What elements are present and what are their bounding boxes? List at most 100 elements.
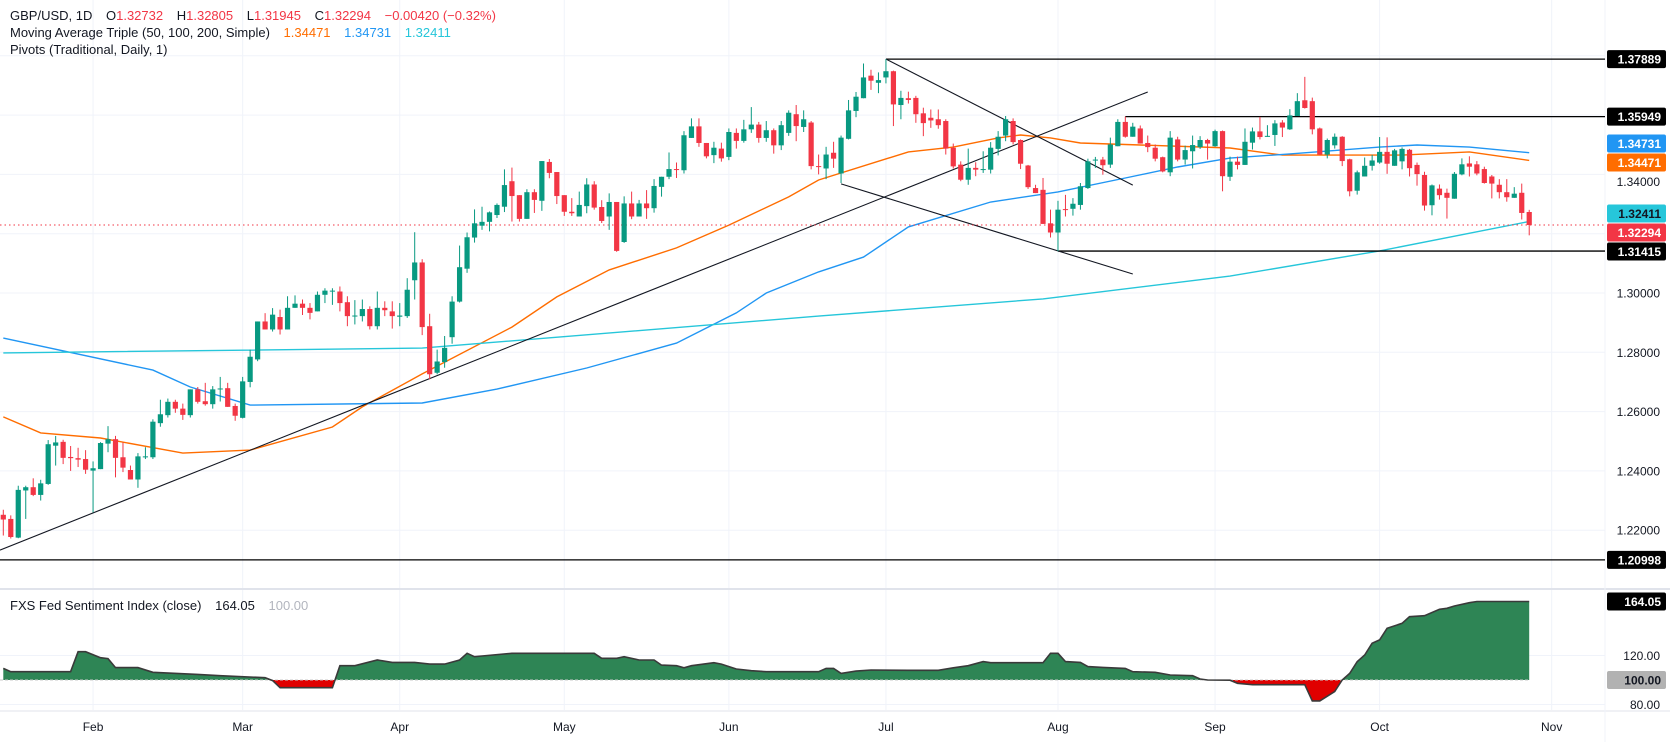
candle[interactable] bbox=[1436, 184, 1443, 200]
candle[interactable] bbox=[703, 142, 710, 159]
candle[interactable] bbox=[501, 169, 508, 213]
candle[interactable] bbox=[1354, 170, 1360, 195]
candle[interactable] bbox=[816, 154, 822, 175]
candle[interactable] bbox=[673, 162, 680, 178]
candle[interactable] bbox=[157, 399, 163, 427]
candle[interactable] bbox=[786, 110, 792, 136]
candle[interactable] bbox=[741, 119, 747, 143]
candle[interactable] bbox=[1257, 116, 1263, 140]
candle[interactable] bbox=[397, 303, 403, 327]
candle[interactable] bbox=[1204, 138, 1211, 160]
candle[interactable] bbox=[516, 195, 523, 222]
candle[interactable] bbox=[172, 399, 178, 413]
candle[interactable] bbox=[965, 148, 971, 185]
candle[interactable] bbox=[658, 176, 665, 197]
candle[interactable] bbox=[1481, 166, 1487, 184]
candle[interactable] bbox=[135, 453, 141, 488]
candle[interactable] bbox=[1190, 135, 1196, 169]
candle[interactable] bbox=[307, 303, 313, 320]
candle[interactable] bbox=[382, 301, 388, 317]
candle[interactable] bbox=[240, 376, 246, 419]
candle[interactable] bbox=[643, 190, 650, 219]
candle[interactable] bbox=[127, 465, 134, 480]
candle[interactable] bbox=[337, 286, 343, 312]
candle[interactable] bbox=[1466, 156, 1472, 177]
candle[interactable] bbox=[973, 162, 979, 177]
candle[interactable] bbox=[763, 121, 769, 142]
candle[interactable] bbox=[255, 321, 261, 362]
candle[interactable] bbox=[82, 450, 89, 474]
candle[interactable] bbox=[1025, 164, 1031, 189]
candle[interactable] bbox=[90, 461, 96, 513]
candle[interactable] bbox=[60, 439, 66, 465]
candle[interactable] bbox=[569, 198, 575, 216]
candle[interactable] bbox=[1347, 158, 1353, 197]
candle[interactable] bbox=[292, 295, 298, 308]
sentiment-line[interactable] bbox=[2, 600, 1530, 702]
candle[interactable] bbox=[1077, 182, 1084, 210]
candle[interactable] bbox=[389, 301, 395, 329]
candle[interactable] bbox=[823, 146, 829, 180]
candle[interactable] bbox=[591, 181, 597, 210]
candle[interactable] bbox=[1414, 162, 1420, 186]
candle[interactable] bbox=[920, 107, 926, 137]
candle[interactable] bbox=[1339, 136, 1345, 167]
candle[interactable] bbox=[1249, 127, 1256, 150]
candle[interactable] bbox=[801, 110, 807, 133]
candle[interactable] bbox=[913, 95, 919, 123]
candle[interactable] bbox=[561, 195, 567, 216]
candle[interactable] bbox=[1137, 125, 1143, 144]
candle[interactable] bbox=[1302, 76, 1308, 109]
candle[interactable] bbox=[845, 99, 852, 140]
candle[interactable] bbox=[1092, 156, 1098, 168]
candle[interactable] bbox=[456, 245, 463, 303]
candle[interactable] bbox=[494, 203, 500, 218]
candle[interactable] bbox=[599, 200, 605, 224]
trend-line[interactable] bbox=[885, 58, 1134, 186]
candle[interactable] bbox=[8, 515, 14, 539]
candle[interactable] bbox=[1294, 93, 1300, 116]
candle[interactable] bbox=[853, 91, 859, 118]
candle[interactable] bbox=[1504, 179, 1510, 202]
candle[interactable] bbox=[0, 509, 6, 536]
candle[interactable] bbox=[733, 128, 739, 149]
candle[interactable] bbox=[1234, 156, 1241, 170]
candle[interactable] bbox=[1107, 137, 1113, 168]
candle[interactable] bbox=[928, 109, 934, 128]
candle[interactable] bbox=[958, 161, 964, 182]
candle[interactable] bbox=[165, 398, 171, 418]
candle[interactable] bbox=[681, 131, 687, 174]
candle[interactable] bbox=[838, 135, 844, 183]
candle[interactable] bbox=[1100, 156, 1106, 175]
candle[interactable] bbox=[1451, 172, 1458, 199]
candle[interactable] bbox=[539, 161, 545, 211]
candle[interactable] bbox=[1309, 97, 1315, 135]
candle[interactable] bbox=[576, 191, 582, 217]
candle[interactable] bbox=[1032, 184, 1039, 194]
candle[interactable] bbox=[1227, 156, 1233, 181]
candle[interactable] bbox=[142, 447, 149, 460]
candle[interactable] bbox=[980, 151, 986, 173]
candle[interactable] bbox=[1047, 209, 1054, 238]
candle[interactable] bbox=[1459, 158, 1465, 176]
candle[interactable] bbox=[830, 141, 837, 168]
ma-legend[interactable]: Moving Average Triple (50, 100, 200, Sim… bbox=[10, 24, 455, 41]
candle[interactable] bbox=[1040, 177, 1046, 224]
candle[interactable] bbox=[606, 193, 612, 230]
candle[interactable] bbox=[1182, 145, 1188, 165]
candle[interactable] bbox=[38, 479, 44, 501]
candle[interactable] bbox=[1444, 188, 1450, 219]
candle[interactable] bbox=[112, 435, 119, 478]
candle[interactable] bbox=[367, 306, 373, 330]
candle[interactable] bbox=[1399, 147, 1405, 170]
candle[interactable] bbox=[1474, 161, 1480, 176]
candle[interactable] bbox=[1115, 119, 1121, 147]
candle[interactable] bbox=[359, 299, 365, 322]
candle[interactable] bbox=[636, 199, 642, 217]
candle[interactable] bbox=[284, 296, 291, 330]
candle[interactable] bbox=[23, 485, 29, 519]
candle[interactable] bbox=[584, 178, 590, 214]
candle[interactable] bbox=[195, 386, 201, 404]
candle[interactable] bbox=[449, 296, 455, 344]
candle[interactable] bbox=[120, 442, 126, 473]
